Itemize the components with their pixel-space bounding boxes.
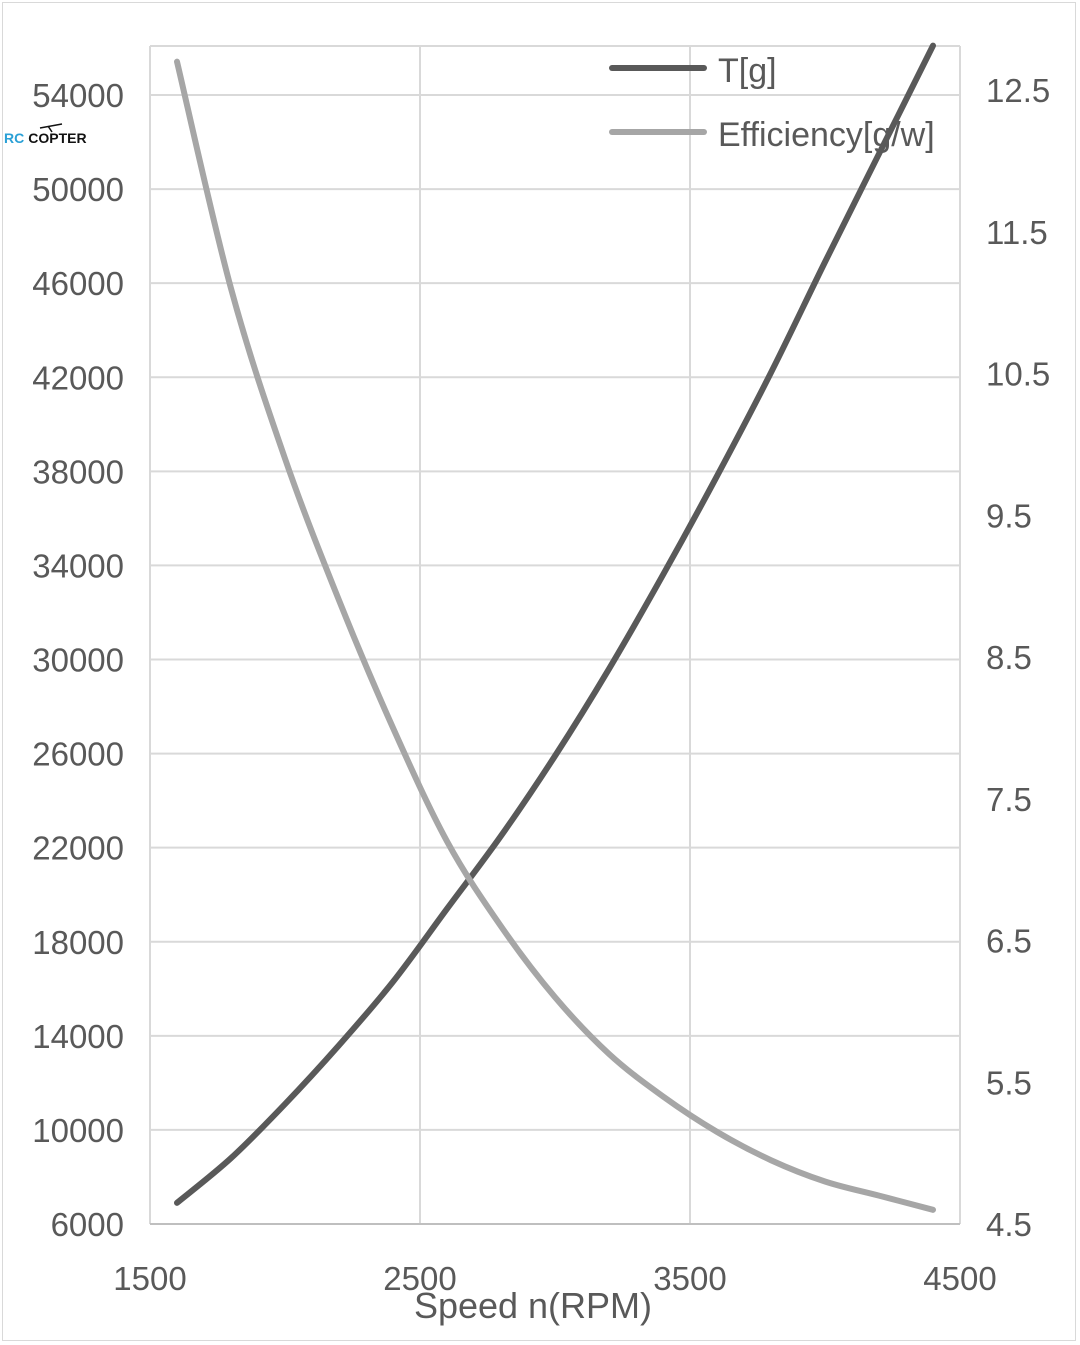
series-line-thrust: [174, 42, 936, 1206]
grid-lines: [149, 45, 961, 1225]
series-line-efficiency: [174, 58, 936, 1213]
y-right-tick-label: 12.5: [986, 72, 1050, 109]
tick-labels: 6000 10000 14000 18000 22000 26000 30000 34000 3…: [32, 72, 1050, 1297]
y-left-tick-label: 34000: [32, 547, 124, 584]
y-left-tick-label: 46000: [32, 265, 124, 302]
y-left-tick-label: 14000: [32, 1018, 124, 1055]
y-right-tick-label: 8.5: [986, 639, 1032, 676]
watermark-logo: RC COPTER: [4, 123, 87, 146]
watermark-copter: COPTER: [28, 130, 86, 146]
x-tick-label: 2500: [383, 1260, 456, 1297]
y-left-tick-label: 10000: [32, 1112, 124, 1149]
watermark-rotor-icon: [39, 123, 63, 133]
y-left-tick-label: 42000: [32, 359, 124, 396]
x-tick-label: 3500: [653, 1260, 726, 1297]
y-left-tick-label: 30000: [32, 642, 124, 679]
y-right-tick-label: 4.5: [986, 1206, 1032, 1243]
x-axis-label: Speed n(RPM): [414, 1285, 652, 1326]
watermark-rc: RC: [4, 130, 24, 146]
legend-label-thrust: T[g]: [718, 52, 777, 90]
series-lines: [174, 42, 936, 1213]
y-left-tick-label: 54000: [32, 77, 124, 114]
x-tick-label: 1500: [113, 1260, 186, 1297]
y-left-tick-label: 26000: [32, 736, 124, 773]
y-right-tick-label: 10.5: [986, 356, 1050, 393]
legend-label-efficiency: Efficiency[g/w]: [718, 116, 935, 154]
y-right-tick-label: 11.5: [986, 214, 1048, 251]
y-right-tick-label: 9.5: [986, 497, 1032, 534]
y-left-tick-label: 50000: [32, 171, 124, 208]
y-right-tick-label: 7.5: [986, 781, 1032, 818]
legend: T[g] Efficiency[g/w]: [609, 52, 935, 154]
x-tick-label: 4500: [923, 1260, 996, 1297]
y-right-tick-label: 5.5: [986, 1064, 1032, 1101]
y-left-tick-label: 6000: [51, 1206, 124, 1243]
y-right-tick-label: 6.5: [986, 923, 1032, 960]
y-left-tick-label: 18000: [32, 924, 124, 961]
y-left-tick-label: 38000: [32, 453, 124, 490]
y-left-tick-label: 22000: [32, 830, 124, 867]
